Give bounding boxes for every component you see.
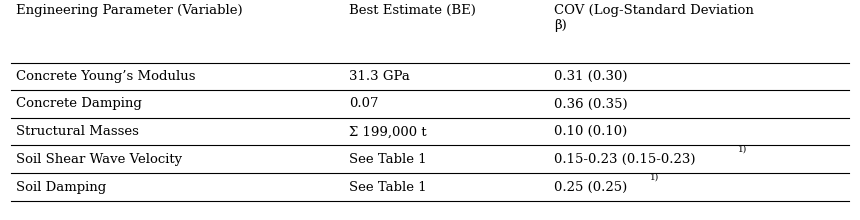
Text: 1): 1): [738, 145, 747, 154]
Text: COV (Log-Standard Deviation
β): COV (Log-Standard Deviation β): [554, 4, 753, 32]
Text: 0.10 (0.10): 0.10 (0.10): [554, 125, 627, 138]
Text: 0.25 (0.25): 0.25 (0.25): [554, 181, 627, 194]
Text: See Table 1: See Table 1: [349, 181, 427, 194]
Text: 31.3 GPa: 31.3 GPa: [349, 70, 409, 83]
Text: Best Estimate (BE): Best Estimate (BE): [349, 4, 476, 17]
Text: Concrete Young’s Modulus: Concrete Young’s Modulus: [15, 70, 195, 83]
Text: 0.31 (0.30): 0.31 (0.30): [554, 70, 628, 83]
Text: 0.36 (0.35): 0.36 (0.35): [554, 97, 628, 110]
Text: 0.15-0.23 (0.15-0.23): 0.15-0.23 (0.15-0.23): [554, 153, 696, 166]
Text: Concrete Damping: Concrete Damping: [15, 97, 141, 110]
Text: 0.07: 0.07: [349, 97, 378, 110]
Text: Soil Damping: Soil Damping: [15, 181, 106, 194]
Text: 1): 1): [650, 172, 660, 182]
Text: See Table 1: See Table 1: [349, 153, 427, 166]
Text: Engineering Parameter (Variable): Engineering Parameter (Variable): [15, 4, 243, 17]
Text: Soil Shear Wave Velocity: Soil Shear Wave Velocity: [15, 153, 181, 166]
Text: Structural Masses: Structural Masses: [15, 125, 138, 138]
Text: Σ 199,000 t: Σ 199,000 t: [349, 125, 427, 138]
